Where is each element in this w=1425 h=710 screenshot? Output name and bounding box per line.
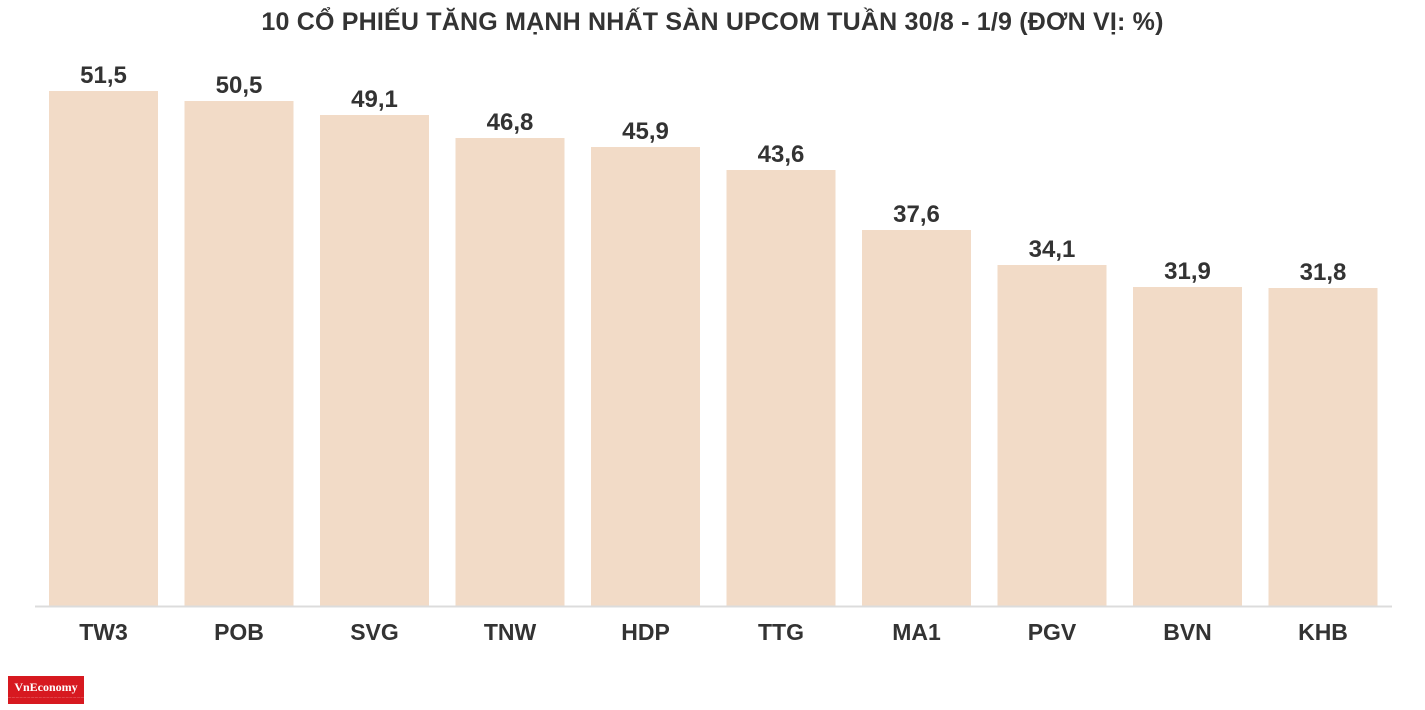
bar-ttg	[726, 170, 836, 606]
category-label-svg: SVG	[350, 619, 399, 645]
category-label-tnw: TNW	[484, 619, 537, 645]
bar-chart: 51,5 50,5 49,1 46,8 45,9 43,6 37,6 34,1 31,9 31,8…	[35, 62, 1392, 645]
category-label-hdp: HDP	[621, 619, 670, 645]
value-label-svg: 49,1	[351, 86, 398, 113]
category-label-ttg: TTG	[758, 619, 804, 645]
bar-tw3	[49, 91, 158, 606]
vneconomy-logo: VnEconomy — — — — — — — — — — — — — — — …	[8, 676, 84, 704]
bar-ma1	[862, 230, 971, 606]
category-label-pgv: PGV	[1028, 619, 1077, 645]
bar-bvn	[1133, 287, 1242, 606]
value-label-ttg: 43,6	[758, 141, 805, 168]
category-label-bvn: BVN	[1163, 619, 1212, 645]
value-label-tnw: 46,8	[487, 109, 534, 136]
bar-tnw	[455, 138, 565, 606]
chart-title: 10 CỔ PHIẾU TĂNG MẠNH NHẤT SÀN UPCOM TUẦ…	[261, 8, 1164, 36]
bar-hdp	[591, 147, 700, 606]
bar-khb	[1268, 288, 1378, 606]
footer-strip	[0, 660, 1425, 710]
value-label-tw3: 51,5	[80, 62, 127, 89]
bar-pgv	[997, 265, 1107, 606]
category-label-pob: POB	[214, 619, 264, 645]
value-label-pgv: 34,1	[1029, 236, 1076, 263]
logo-text: VnEconomy	[14, 680, 78, 694]
value-label-hdp: 45,9	[622, 118, 669, 145]
value-label-bvn: 31,9	[1164, 258, 1211, 285]
logo-tagline-decoration: — — — — — — — — — — — — — — — — — — — —	[8, 695, 84, 699]
bar-pob	[184, 101, 294, 606]
bar-svg	[320, 115, 429, 606]
category-label-tw3: TW3	[79, 619, 128, 645]
value-label-ma1: 37,6	[893, 201, 940, 228]
value-label-khb: 31,8	[1300, 259, 1347, 286]
category-label-ma1: MA1	[892, 619, 941, 645]
category-label-khb: KHB	[1298, 619, 1348, 645]
value-label-pob: 50,5	[216, 72, 263, 99]
